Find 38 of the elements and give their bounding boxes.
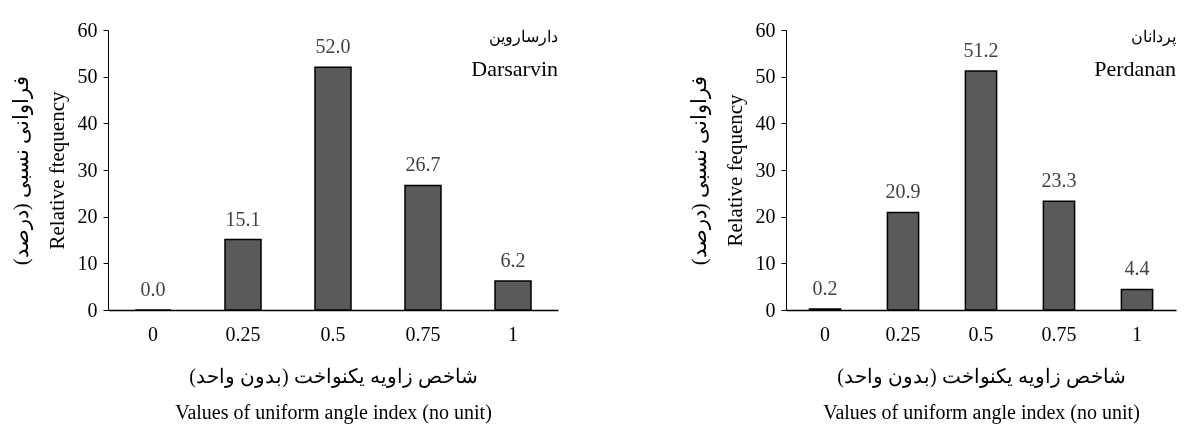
chart-title: پردانان [1131, 28, 1176, 46]
y-tick-label: 10 [77, 251, 98, 274]
data-label: 0.0 [140, 278, 166, 300]
y-tick-label: 0 [765, 298, 776, 321]
y-tick-label: 20 [77, 205, 98, 228]
y-tick-label: 60 [755, 18, 776, 41]
data-label: 23.3 [1041, 169, 1077, 192]
y-tick-label: 40 [77, 111, 98, 134]
text: Darsarvin [471, 56, 558, 81]
y-tick-label: 40 [755, 111, 776, 134]
y-tick-label: 0 [87, 298, 98, 321]
y-tick-label: 60 [77, 18, 98, 41]
x-tick-label: 0.5 [968, 322, 994, 345]
chart-title: دارساروین [489, 28, 558, 46]
x-tick-label: 1 [1132, 322, 1142, 345]
data-label: 6.2 [500, 249, 526, 272]
data-label: 4.4 [1124, 257, 1150, 280]
x-tick-label: 0.25 [885, 322, 921, 345]
y-tick-label: 30 [77, 158, 98, 181]
x-tick-label: 0.25 [225, 322, 261, 345]
x-tick-label: 0.75 [405, 322, 441, 345]
x-tick-label: 0.5 [320, 322, 346, 345]
data-label: 20.9 [885, 180, 921, 203]
x-tick-label: 0 [148, 322, 158, 345]
y-tick-label: 50 [77, 65, 98, 88]
y-tick-label: 20 [755, 205, 776, 228]
data-label: 51.2 [963, 39, 999, 62]
text: Perdanan [1094, 56, 1176, 81]
data-label: 15.1 [225, 207, 261, 230]
data-label: 52.0 [315, 35, 351, 58]
y-tick-label: 10 [755, 251, 776, 274]
x-tick-label: 0.75 [1041, 322, 1077, 345]
x-tick-label: 1 [508, 322, 518, 345]
data-label: 26.7 [405, 153, 441, 176]
y-tick-label: 50 [755, 65, 776, 88]
y-tick-label: 30 [755, 158, 776, 181]
x-tick-label: 0 [820, 322, 830, 345]
data-label: 0.2 [812, 277, 838, 300]
